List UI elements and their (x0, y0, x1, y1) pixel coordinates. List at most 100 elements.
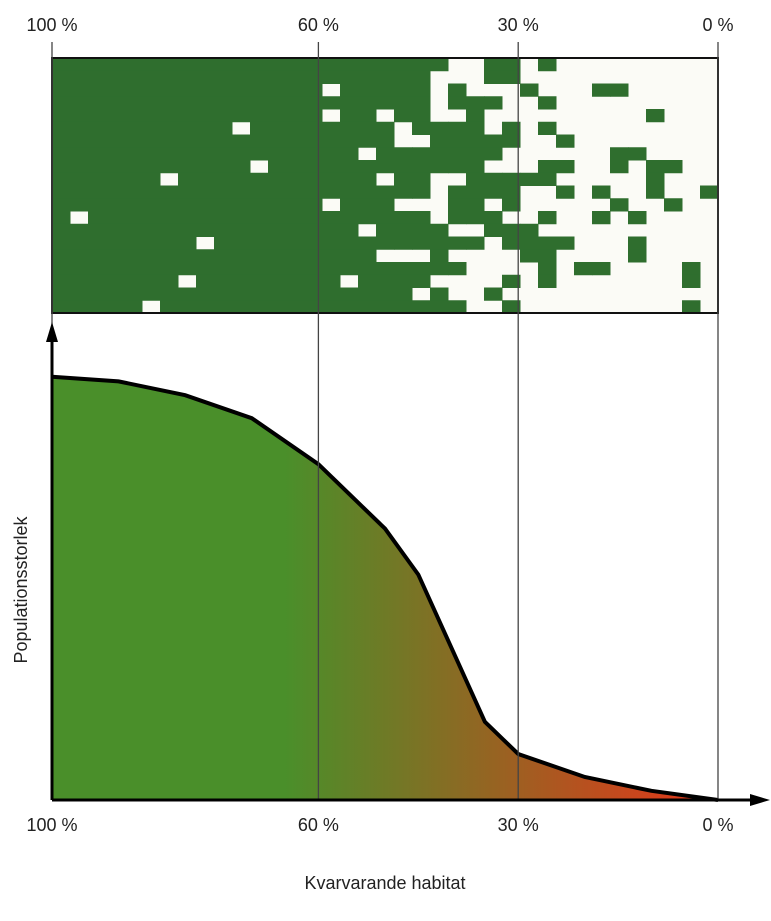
habitat-cell (448, 147, 467, 161)
habitat-cell (466, 172, 485, 186)
habitat-cell (70, 134, 89, 148)
habitat-cell (70, 249, 89, 263)
habitat-cell (286, 109, 305, 123)
habitat-cell (124, 172, 143, 186)
habitat-cell (160, 147, 179, 161)
habitat-cell (466, 185, 485, 199)
habitat-cell (286, 198, 305, 212)
habitat-cell (142, 198, 161, 212)
habitat-cell (628, 211, 647, 225)
habitat-cell (232, 83, 251, 97)
y-axis-arrow (46, 322, 58, 342)
habitat-cell (304, 287, 323, 301)
habitat-cell (232, 96, 251, 110)
habitat-cell (214, 134, 233, 148)
habitat-cell (376, 211, 395, 225)
habitat-cell (232, 134, 251, 148)
habitat-cell (142, 109, 161, 123)
habitat-cell (340, 70, 359, 84)
habitat-cell (124, 300, 143, 314)
habitat-cell (52, 236, 71, 250)
habitat-cell (232, 262, 251, 276)
habitat-cell (340, 147, 359, 161)
habitat-cell (196, 185, 215, 199)
habitat-cell (412, 160, 431, 174)
habitat-cell (376, 147, 395, 161)
habitat-cell (52, 287, 71, 301)
habitat-cell (286, 300, 305, 314)
habitat-cell (466, 211, 485, 225)
habitat-cell (322, 287, 341, 301)
habitat-cell (412, 274, 431, 288)
habitat-cell (376, 96, 395, 110)
habitat-cell (178, 121, 197, 135)
habitat-cell (214, 223, 233, 237)
habitat-cell (646, 160, 665, 174)
habitat-cell (124, 236, 143, 250)
habitat-cell (232, 198, 251, 212)
habitat-cell (358, 172, 377, 186)
habitat-cell (70, 147, 89, 161)
habitat-cell (340, 262, 359, 276)
habitat-cell (106, 223, 125, 237)
habitat-cell (538, 96, 557, 110)
habitat-cell (268, 160, 287, 174)
habitat-cell (358, 134, 377, 148)
habitat-cell (610, 198, 629, 212)
x-axis-arrow (750, 794, 770, 806)
habitat-cell (304, 160, 323, 174)
habitat-cell (214, 172, 233, 186)
habitat-cell (358, 70, 377, 84)
habitat-cell (70, 58, 89, 72)
habitat-cell (196, 147, 215, 161)
habitat-cell (592, 185, 611, 199)
habitat-cell (214, 147, 233, 161)
habitat-cell (52, 249, 71, 263)
habitat-cell (232, 160, 251, 174)
habitat-cell (214, 121, 233, 135)
habitat-cell (358, 160, 377, 174)
habitat-cell (376, 236, 395, 250)
habitat-cell (538, 121, 557, 135)
x-tick-label: 60 % (298, 815, 339, 835)
habitat-cell (250, 249, 269, 263)
habitat-cell (52, 185, 71, 199)
habitat-cell (304, 58, 323, 72)
habitat-cell (142, 274, 161, 288)
habitat-cell (160, 185, 179, 199)
habitat-cell (52, 300, 71, 314)
habitat-cell (412, 96, 431, 110)
habitat-cell (250, 147, 269, 161)
habitat-cell (178, 134, 197, 148)
habitat-cell (52, 198, 71, 212)
habitat-cell (214, 211, 233, 225)
habitat-cell (376, 198, 395, 212)
habitat-cell (520, 249, 539, 263)
habitat-cell (520, 83, 539, 97)
habitat-cell (412, 185, 431, 199)
habitat-cell (340, 287, 359, 301)
habitat-cell (196, 160, 215, 174)
habitat-cell (628, 236, 647, 250)
habitat-cell (484, 96, 503, 110)
habitat-cell (214, 274, 233, 288)
habitat-cell (358, 198, 377, 212)
habitat-cell (70, 262, 89, 276)
habitat-cell (448, 300, 467, 314)
habitat-cell (106, 70, 125, 84)
habitat-cell (502, 236, 521, 250)
habitat-cell (430, 223, 449, 237)
habitat-cell (538, 249, 557, 263)
habitat-cell (88, 185, 107, 199)
habitat-cell (142, 172, 161, 186)
habitat-cell (610, 83, 629, 97)
habitat-cell (232, 223, 251, 237)
x-tick-label-top: 60 % (298, 15, 339, 35)
habitat-cell (178, 198, 197, 212)
habitat-cell (160, 121, 179, 135)
habitat-cell (178, 109, 197, 123)
habitat-cell (502, 223, 521, 237)
habitat-cell (664, 160, 683, 174)
habitat-cell (178, 160, 197, 174)
habitat-cell (682, 274, 701, 288)
